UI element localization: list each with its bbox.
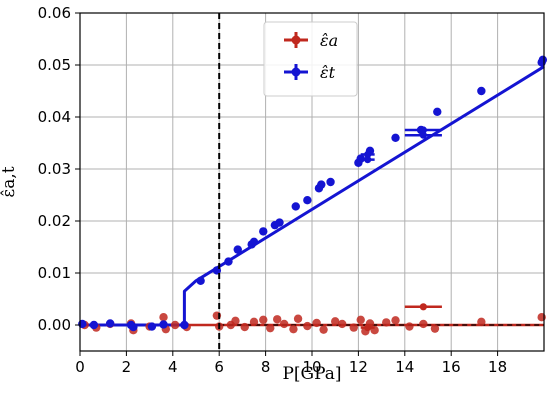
data-point-transverse [147,322,157,331]
data-point-axial [289,324,298,334]
x-tick-label: 16 [442,358,461,376]
x-tick-label: 0 [75,358,85,376]
data-point-axial [312,318,321,328]
x-tick-label: 6 [214,358,224,376]
data-point-transverse [538,55,548,64]
y-axis-label: ε̂a,t [0,166,19,197]
error-bar-point-transverse [419,126,427,134]
error-bar-point-axial [419,303,427,311]
x-tick-label: 4 [168,358,178,376]
y-tick-label: 0.02 [38,212,71,230]
data-point-axial [356,315,365,324]
data-point-axial [273,315,282,324]
data-point-axial [319,325,328,334]
legend-marker-axial [291,35,301,45]
y-tick-label: 0.06 [38,4,71,22]
legend: ε̂a ε̂t [263,21,358,97]
data-point-axial [331,317,340,326]
data-point-transverse [291,202,300,211]
data-point-transverse [105,319,115,328]
y-tick-label: 0.01 [38,264,71,282]
data-point-transverse [78,319,87,329]
error-bar-point-axial [364,324,372,332]
x-tick-label: 12 [349,358,368,376]
data-point-axial [349,323,358,332]
data-point-transverse [159,320,168,329]
data-point-axial [419,319,428,329]
x-tick-label: 14 [395,358,414,376]
legend-marker-transverse [291,67,301,77]
y-tick-label: 0.03 [38,160,71,178]
data-point-axial [259,315,268,324]
data-point-transverse [89,320,99,330]
data-point-transverse [233,245,242,254]
data-point-axial [159,313,168,322]
data-point-transverse [275,218,284,227]
legend-label-transverse: ε̂t [320,63,336,82]
data-point-transverse [326,177,335,187]
data-point-transverse [224,257,233,266]
data-point-transverse [259,227,268,236]
data-point-axial [430,324,440,333]
data-point-axial [405,322,414,331]
x-tick-label: 8 [261,358,271,376]
x-axis-label: P[GPa] [282,364,341,384]
data-points [78,55,548,336]
data-point-axial [266,323,275,333]
y-tick-label: 0.00 [38,316,71,334]
axis-ticks: 0 2 4 6 8 10 12 14 16 18 0.00 0.01 0.02 0.03 0.04 0.05 0… [38,4,508,376]
legend-label-axial: ε̂a [320,31,338,50]
data-point-axial [240,322,249,332]
x-tick-label: 18 [488,358,507,376]
data-point-transverse [303,196,312,205]
data-point-axial [170,320,180,330]
data-point-axial [337,319,347,329]
y-tick-label: 0.04 [38,108,71,126]
data-point-transverse [317,180,326,189]
data-point-axial [477,317,486,327]
data-point-axial [249,317,259,327]
error-bar-point-transverse [419,131,427,139]
data-point-axial [279,319,289,329]
data-point-transverse [129,322,138,332]
data-point-axial [382,318,391,327]
y-tick-label: 0.05 [38,56,71,74]
data-point-transverse [433,107,442,117]
data-point-axial [303,321,312,331]
data-point-transverse [249,237,259,246]
data-point-axial [537,313,546,322]
x-tick-label: 10 [302,358,321,376]
x-tick-label: 2 [122,358,132,376]
data-point-axial [231,316,240,326]
error-bar-point-transverse [364,156,372,164]
data-point-axial [293,314,303,323]
data-point-transverse [391,133,400,142]
data-point-transverse [477,86,486,96]
error-bar-point-transverse [364,150,372,159]
data-point-transverse [196,276,205,285]
data-point-transverse [180,320,189,330]
data-point-axial [391,316,400,325]
legend-box [263,21,358,97]
